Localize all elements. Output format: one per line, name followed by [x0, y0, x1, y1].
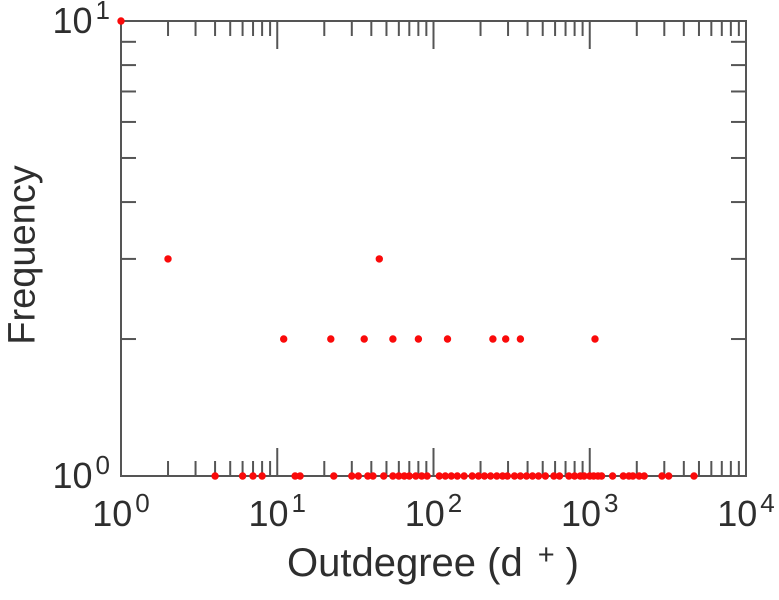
- x-axis-label-suffix: ): [565, 541, 579, 585]
- data-point: [565, 472, 573, 480]
- data-point: [412, 472, 420, 480]
- x-tick-label: 10 3: [560, 490, 619, 534]
- data-point: [443, 335, 452, 343]
- y-tick-label: 10 1: [52, 0, 110, 41]
- x-tick-label: 10 2: [404, 490, 463, 534]
- data-point: [555, 472, 564, 480]
- data-point: [453, 472, 461, 480]
- data-point: [330, 472, 338, 480]
- y-axis-label: Frequency: [1, 165, 44, 345]
- data-point: [541, 472, 550, 480]
- data-point: [296, 472, 304, 480]
- data-point: [395, 472, 403, 480]
- data-point: [635, 472, 643, 480]
- data-point: [414, 335, 423, 343]
- data-point: [360, 335, 368, 343]
- tick-label-base: 10: [560, 493, 602, 534]
- data-point: [550, 472, 558, 480]
- x-axis-label-text: Outdegree (d: [287, 541, 523, 585]
- data-point: [480, 472, 489, 480]
- data-point: [503, 472, 512, 480]
- x-tick-label: 10 4: [717, 490, 775, 534]
- data-point: [629, 472, 637, 480]
- data-point: [164, 255, 172, 263]
- data-point: [238, 472, 247, 480]
- data-point: [380, 472, 388, 480]
- data-point: [502, 335, 510, 343]
- data-point: [489, 335, 497, 343]
- data-point: [249, 472, 257, 480]
- tick-label-exponent: 3: [604, 487, 619, 518]
- data-point: [280, 335, 288, 343]
- tick-label-exponent: 0: [95, 449, 110, 480]
- data-point: [354, 472, 362, 480]
- data-point: [389, 335, 397, 343]
- data-point: [460, 472, 468, 480]
- data-point: [640, 472, 648, 480]
- data-point: [486, 472, 495, 480]
- tick-label-exponent: 0: [135, 487, 150, 518]
- tick-label-exponent: 1: [291, 487, 307, 518]
- data-point: [468, 472, 476, 480]
- data-point: [211, 472, 219, 480]
- data-point: [510, 472, 519, 480]
- data-point: [474, 472, 483, 480]
- data-point: [690, 472, 698, 480]
- tick-label-base: 10: [52, 0, 93, 41]
- tick-label-base: 10: [717, 493, 758, 534]
- tick-label-exponent: 1: [95, 0, 110, 25]
- tick-label-base: 10: [92, 493, 133, 534]
- tick-label-base: 10: [404, 493, 445, 534]
- data-point: [570, 472, 579, 480]
- tick-label-base: 10: [52, 455, 93, 496]
- plot-border: [120, 20, 747, 477]
- data-point: [658, 472, 666, 480]
- x-axis-label: Outdegree (d +): [287, 538, 579, 586]
- data-point: [608, 472, 617, 480]
- data-point: [522, 472, 531, 480]
- tick-label-exponent: 4: [760, 487, 775, 518]
- tick-label-exponent: 2: [447, 487, 463, 518]
- data-point: [389, 472, 397, 480]
- data-point: [591, 335, 599, 343]
- data-point: [516, 335, 525, 343]
- data-point: [447, 472, 455, 480]
- data-point: [493, 472, 501, 480]
- data-point: [369, 472, 377, 480]
- data-point: [580, 472, 588, 480]
- data-point: [423, 472, 431, 480]
- data-point: [258, 472, 266, 480]
- x-tick-label: 10 0: [92, 490, 150, 534]
- data-point: [441, 472, 449, 480]
- data-point: [418, 472, 426, 480]
- data-point: [375, 255, 383, 263]
- x-tick-label: 10 1: [248, 490, 306, 534]
- data-point: [117, 17, 125, 25]
- data-point: [327, 335, 335, 343]
- data-point: [364, 472, 372, 480]
- data-point: [405, 472, 413, 480]
- data-point: [597, 472, 606, 480]
- data-point: [619, 472, 627, 480]
- data-point: [516, 472, 525, 480]
- data-point: [528, 472, 537, 480]
- data-point: [534, 472, 543, 480]
- tick-label-base: 10: [248, 493, 289, 534]
- x-axis-label-superscript: +: [537, 538, 555, 571]
- data-point: [665, 472, 673, 480]
- data-point: [348, 472, 356, 480]
- y-tick-label: 10 0: [52, 452, 110, 496]
- data-point: [435, 472, 443, 480]
